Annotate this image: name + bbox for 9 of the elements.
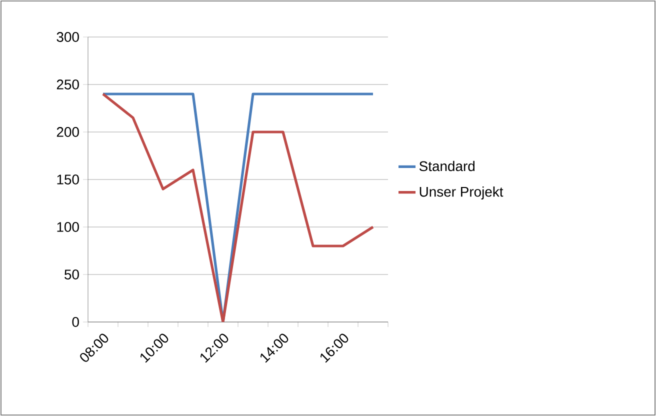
y-tick-label: 0 [72,317,79,327]
y-tick-label: 200 [56,127,79,137]
legend-label: Standard [419,160,475,172]
legend-label: Unser Projekt [420,186,504,200]
y-tick-label: 250 [56,80,79,90]
y-tick-label: 150 [57,174,79,184]
y-tick-label: 100 [57,222,79,232]
y-tick-label: 50 [64,270,79,280]
y-tick-label: 300 [56,32,79,42]
